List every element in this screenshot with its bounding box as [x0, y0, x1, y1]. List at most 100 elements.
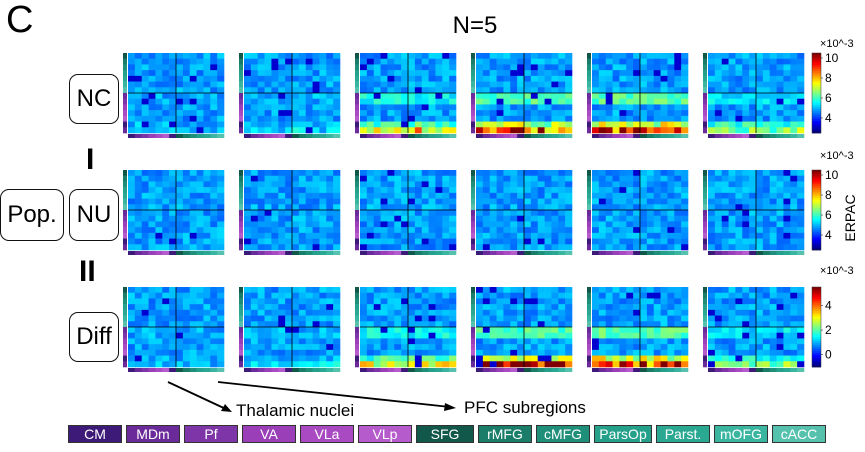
heatmap-cell: [148, 70, 156, 77]
heatmap-cell: [667, 327, 675, 334]
heatmap-cell: [442, 232, 450, 239]
heatmap-cell: [524, 227, 532, 234]
heatmap-cell: [312, 244, 320, 251]
region-strip-x: [366, 251, 375, 255]
colorbar-segment: [812, 295, 821, 298]
heatmap-cell: [414, 104, 423, 111]
row-label-nu: NU: [69, 189, 119, 241]
heatmap-cell: [271, 332, 279, 339]
heatmap-cell: [769, 170, 777, 177]
heatmap-cell: [264, 187, 272, 194]
heatmap-cell: [250, 192, 259, 199]
heatmap-cell: [319, 204, 327, 211]
heatmap-cell: [769, 361, 777, 368]
heatmap-cell: [155, 187, 163, 194]
heatmap-cell: [176, 93, 184, 100]
heatmap-cell: [626, 238, 634, 245]
heatmap-cell: [428, 70, 436, 77]
heatmap-cell: [598, 64, 607, 71]
heatmap-cell: [633, 70, 641, 77]
heatmap-cell: [530, 53, 539, 60]
heatmap-cell: [128, 175, 136, 182]
heatmap-cell: [530, 321, 539, 328]
heatmap-cell: [605, 232, 613, 239]
heatmap-cell: [776, 181, 784, 188]
heatmap-cell: [435, 175, 443, 182]
heatmap-cell: [155, 215, 163, 222]
heatmap-cell: [442, 121, 450, 128]
colorbar-segment: [812, 206, 821, 209]
heatmap-cell: [797, 53, 805, 60]
heatmap-cell: [762, 175, 771, 182]
heatmap-cell: [244, 304, 252, 311]
heatmap-cell: [169, 75, 177, 82]
heatmap-cell: [435, 75, 443, 82]
heatmap-cell: [442, 309, 450, 316]
heatmap-cell: [271, 309, 279, 316]
heatmap-cell: [442, 292, 450, 299]
region-strip-x: [428, 134, 436, 138]
region-strip-y: [239, 215, 243, 222]
heatmap-cell: [714, 361, 723, 368]
region-strip-y: [703, 53, 707, 60]
region-strip-x: [681, 251, 689, 255]
heatmap-cell: [517, 287, 525, 294]
heatmap-cell: [326, 315, 334, 322]
heatmap-cell: [169, 198, 177, 205]
heatmap-cell: [134, 58, 143, 65]
region-strip-x: [408, 251, 416, 255]
heatmap-cell: [653, 355, 661, 362]
colorbar-segment: [812, 287, 821, 290]
heatmap-cell: [244, 244, 252, 251]
heatmap-cell: [653, 121, 661, 128]
heatmap-cell: [530, 232, 539, 239]
heatmap-cell: [285, 215, 293, 222]
heatmap-cell: [312, 327, 320, 334]
heatmap-cell: [449, 304, 457, 311]
heatmap-cell: [326, 327, 334, 334]
heatmap-cell: [244, 344, 252, 351]
heatmap-cell: [401, 175, 409, 182]
region-strip-x: [605, 134, 613, 138]
heatmap-cell: [626, 198, 634, 205]
heatmap-cell: [558, 238, 566, 245]
heatmap-cell: [633, 87, 641, 94]
heatmap-cell: [312, 87, 320, 94]
heatmap-cell: [660, 75, 668, 82]
heatmap-cell: [428, 361, 436, 368]
colorbar-segment: [812, 55, 821, 58]
colorbar-segment: [812, 115, 821, 118]
heatmap-cell: [312, 93, 320, 100]
heatmap-cell: [421, 361, 429, 368]
heatmap-cell: [292, 181, 300, 188]
heatmap-cell: [333, 221, 341, 228]
heatmap-cell: [408, 75, 416, 82]
region-strip-x: [210, 134, 218, 138]
heatmap-cell: [435, 81, 443, 88]
region-strip-x: [769, 134, 777, 138]
heatmap-cell: [298, 232, 307, 239]
heatmap-cell: [421, 104, 429, 111]
heatmap-cell: [605, 361, 613, 368]
heatmap-cell: [681, 127, 689, 134]
heatmap-cell: [517, 204, 525, 211]
heatmap-cell: [612, 93, 620, 100]
heatmap-cell: [653, 110, 661, 117]
heatmap-cell: [141, 215, 149, 222]
heatmap-cell: [373, 332, 381, 339]
heatmap-cell: [605, 215, 613, 222]
heatmap-cell: [721, 338, 729, 345]
heatmap-cell: [619, 361, 627, 368]
heatmap-cell: [524, 215, 532, 222]
heatmap-cell: [605, 315, 613, 322]
heatmap-cell: [128, 121, 136, 128]
heatmap-cell: [442, 187, 450, 194]
heatmap-cell: [128, 210, 136, 217]
heatmap-cell: [646, 221, 655, 228]
region-strip-x: [387, 134, 395, 138]
heatmap-cell: [312, 58, 320, 65]
heatmap-cell: [619, 344, 627, 351]
heatmap-cell: [742, 338, 750, 345]
region-strip-x: [401, 251, 409, 255]
heatmap-cell: [544, 292, 552, 299]
